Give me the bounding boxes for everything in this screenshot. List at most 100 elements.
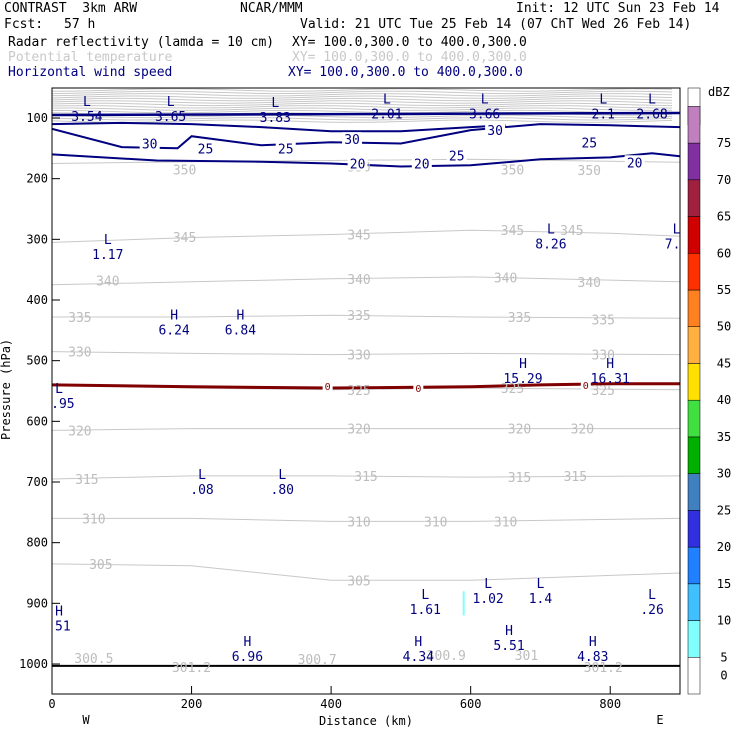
- theta-label: 350: [501, 164, 524, 179]
- colorbar-segment: [687, 399, 701, 438]
- contour-labels: 3503503503503453453453453403403403403353…: [68, 123, 645, 676]
- theta-label: 325: [501, 382, 524, 397]
- extremum-value: .51: [47, 619, 70, 634]
- theta-label: 310: [424, 515, 447, 530]
- extremum-value: 5.95: [43, 397, 74, 412]
- extremum-value: 6.24: [158, 323, 189, 338]
- theta-label: 340: [96, 275, 119, 290]
- theta-contour-320: [52, 428, 680, 431]
- wind-label: 30: [142, 137, 158, 152]
- theta-contour-340: [52, 276, 680, 286]
- theta-label: 335: [508, 311, 531, 326]
- extremum-value: 3.54: [71, 110, 102, 125]
- x-tick-label: 0: [48, 697, 55, 711]
- y-tick-label: 800: [26, 536, 48, 550]
- theta-label: 320: [347, 423, 370, 438]
- x-end-west: W: [82, 713, 90, 727]
- theta-label: 300.5: [74, 652, 113, 667]
- colorbar-label: 75: [717, 136, 731, 150]
- colorbar-segment: [687, 363, 701, 401]
- wind-contour-upper: [52, 111, 680, 117]
- extremum-marker: H: [55, 604, 63, 619]
- field-name-reflectivity: Radar reflectivity (lamda = 10 cm): [8, 35, 275, 50]
- wind-label-bg: [624, 155, 645, 170]
- field-name-theta: Potential temperature: [8, 50, 173, 65]
- theta-label: 335: [592, 313, 615, 328]
- theta-label: 330: [592, 349, 615, 364]
- theta-label: 310: [82, 512, 105, 527]
- theta-label: 315: [508, 471, 531, 486]
- extremum-value: 2.1: [592, 107, 615, 122]
- extremum-marker: L: [167, 95, 175, 110]
- field-name-wind: Horizontal wind speed: [8, 65, 173, 80]
- y-tick-label: 400: [26, 293, 48, 307]
- wind-contour-30: [52, 121, 506, 133]
- wind-label: 30: [344, 133, 360, 148]
- upper-theta-line: [52, 90, 673, 95]
- colorbar-segment: [687, 583, 701, 621]
- theta-label: 325: [347, 384, 370, 399]
- extremum-value: 1.4: [529, 592, 553, 607]
- extremum-marker: L: [599, 92, 607, 107]
- theta-label: 325: [592, 384, 615, 399]
- extremum-value: 16.31: [591, 372, 630, 387]
- theta-contour-345: [52, 229, 680, 243]
- freezing-label: 0: [325, 382, 331, 393]
- colorbar-segment: [687, 289, 701, 327]
- upper-theta-line: [52, 97, 673, 102]
- y-tick-label: 900: [26, 596, 48, 610]
- colorbar-label: 65: [717, 210, 731, 224]
- fcst-value: 57 h: [64, 17, 96, 32]
- extremum-value: 15.29: [503, 372, 542, 387]
- colorbar-label: 60: [717, 246, 731, 260]
- colorbar-label: 55: [717, 283, 731, 297]
- extremum-marker: H: [243, 635, 251, 650]
- theta-label: 350: [173, 164, 196, 179]
- extremum-marker: H: [519, 357, 527, 372]
- y-tick-label: 1000: [19, 657, 48, 671]
- colorbar-segment: [687, 142, 701, 181]
- extremum-marker: L: [198, 468, 206, 483]
- wind-label-bg: [485, 123, 506, 138]
- upper-theta-line: [52, 93, 673, 97]
- upper-theta-line: [52, 95, 673, 99]
- colorbar-segment: [687, 620, 701, 658]
- colorbar-label: 15: [717, 577, 731, 591]
- wind-label-bg: [446, 148, 467, 163]
- x-tick-label: 200: [181, 697, 203, 711]
- extremum-marker: H: [505, 624, 513, 639]
- wind-label: 25: [449, 150, 465, 165]
- theta-label: 345: [173, 231, 196, 246]
- extremum-marker: L: [537, 577, 545, 592]
- colorbar-label: 20: [717, 540, 731, 554]
- extremum-value: 1.17: [92, 248, 123, 263]
- extremum-marker: L: [481, 92, 489, 107]
- extremum-marker: L: [421, 588, 429, 603]
- wind-label-bg: [275, 141, 296, 156]
- extremum-marker: L: [55, 382, 63, 397]
- extremum-marker: H: [170, 308, 178, 323]
- upper-theta-line: [52, 102, 673, 107]
- extremum-value: .08: [190, 483, 213, 498]
- extremum-marker: L: [278, 468, 286, 483]
- theta-label: 300.9: [427, 649, 466, 664]
- x-tick-label: 400: [320, 697, 342, 711]
- colorbar-segment: [687, 106, 701, 144]
- colorbar-segment: [687, 179, 701, 217]
- valid-time: Valid: 21 UTC Tue 25 Feb 14 (07 ChT Wed …: [300, 17, 692, 32]
- org-label: NCAR/MMM: [240, 1, 303, 16]
- theta-label: 320: [571, 423, 594, 438]
- reflectivity-patch: [462, 591, 465, 616]
- wind-label-bg: [342, 132, 363, 147]
- y-tick-label: 700: [26, 475, 48, 489]
- wind-label: 30: [487, 124, 503, 139]
- freezing-label-bg: [413, 382, 424, 393]
- theta-label: 320: [68, 424, 91, 439]
- freezing-line: [52, 382, 680, 390]
- extremum-marker: H: [414, 635, 422, 650]
- theta-label: 315: [75, 473, 98, 488]
- extremum-value: 4.83: [577, 650, 608, 665]
- theta-label: 310: [347, 515, 370, 530]
- y-axis-label: Pressure (hPa): [0, 339, 13, 440]
- wind-label-bg: [411, 156, 432, 171]
